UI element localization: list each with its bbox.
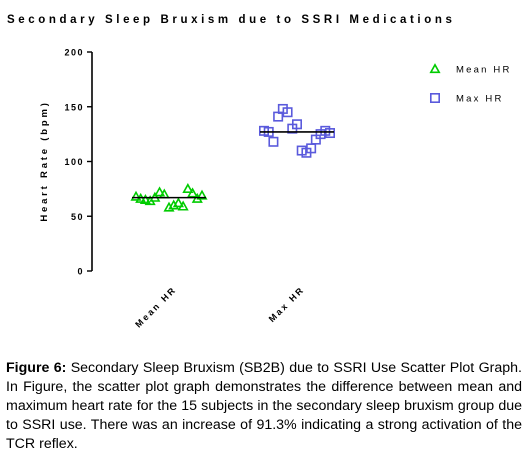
mean-hr-point — [139, 193, 151, 204]
legend-label: Max HR — [456, 94, 504, 105]
y-tick-label: 150 — [64, 102, 84, 112]
mean-hr-point — [172, 197, 184, 208]
x-tick-label: Max HR — [267, 284, 307, 324]
chart-title: Secondary Sleep Bruxism due to SSRI Medi… — [7, 14, 455, 26]
mean-hr-point — [177, 200, 189, 211]
x-tick-label-group: Mean HR Max HR — [133, 284, 306, 329]
legend-label: Mean HR — [456, 65, 512, 76]
y-tick-group: 0 50 100 150 200 — [64, 48, 92, 277]
mean-hr-point — [154, 186, 166, 197]
y-tick-label: 50 — [71, 212, 84, 222]
y-tick-label: 0 — [77, 267, 84, 277]
y-tick-label: 100 — [64, 157, 84, 167]
data-points-group — [130, 103, 335, 212]
x-tick-label: Mean HR — [133, 284, 178, 329]
caption-label: Figure 6: — [6, 360, 67, 376]
scatter-chart: Secondary Sleep Bruxism due to SSRI Medi… — [7, 14, 512, 330]
max-hr-point — [324, 128, 335, 139]
legend-square-icon — [429, 93, 440, 104]
caption-text: Secondary Sleep Bruxism (SB2B) due to SS… — [6, 360, 522, 452]
mean-hr-point — [187, 187, 199, 198]
y-axis: 0 50 100 150 200 — [64, 48, 93, 277]
figure-caption: Figure 6: Secondary Sleep Bruxism (SB2B)… — [6, 359, 522, 454]
max-hr-point — [291, 119, 302, 130]
max-hr-point — [268, 136, 279, 147]
legend: Mean HR Max HR — [429, 63, 512, 105]
mean-hr-point — [182, 183, 194, 194]
mean-hr-point — [130, 190, 142, 201]
y-tick-label: 200 — [64, 48, 84, 58]
legend-triangle-icon — [429, 63, 441, 74]
max-hr-point — [282, 107, 293, 118]
y-axis-title: Heart Rate (bpm) — [39, 100, 50, 221]
mean-hr-point — [196, 189, 208, 200]
